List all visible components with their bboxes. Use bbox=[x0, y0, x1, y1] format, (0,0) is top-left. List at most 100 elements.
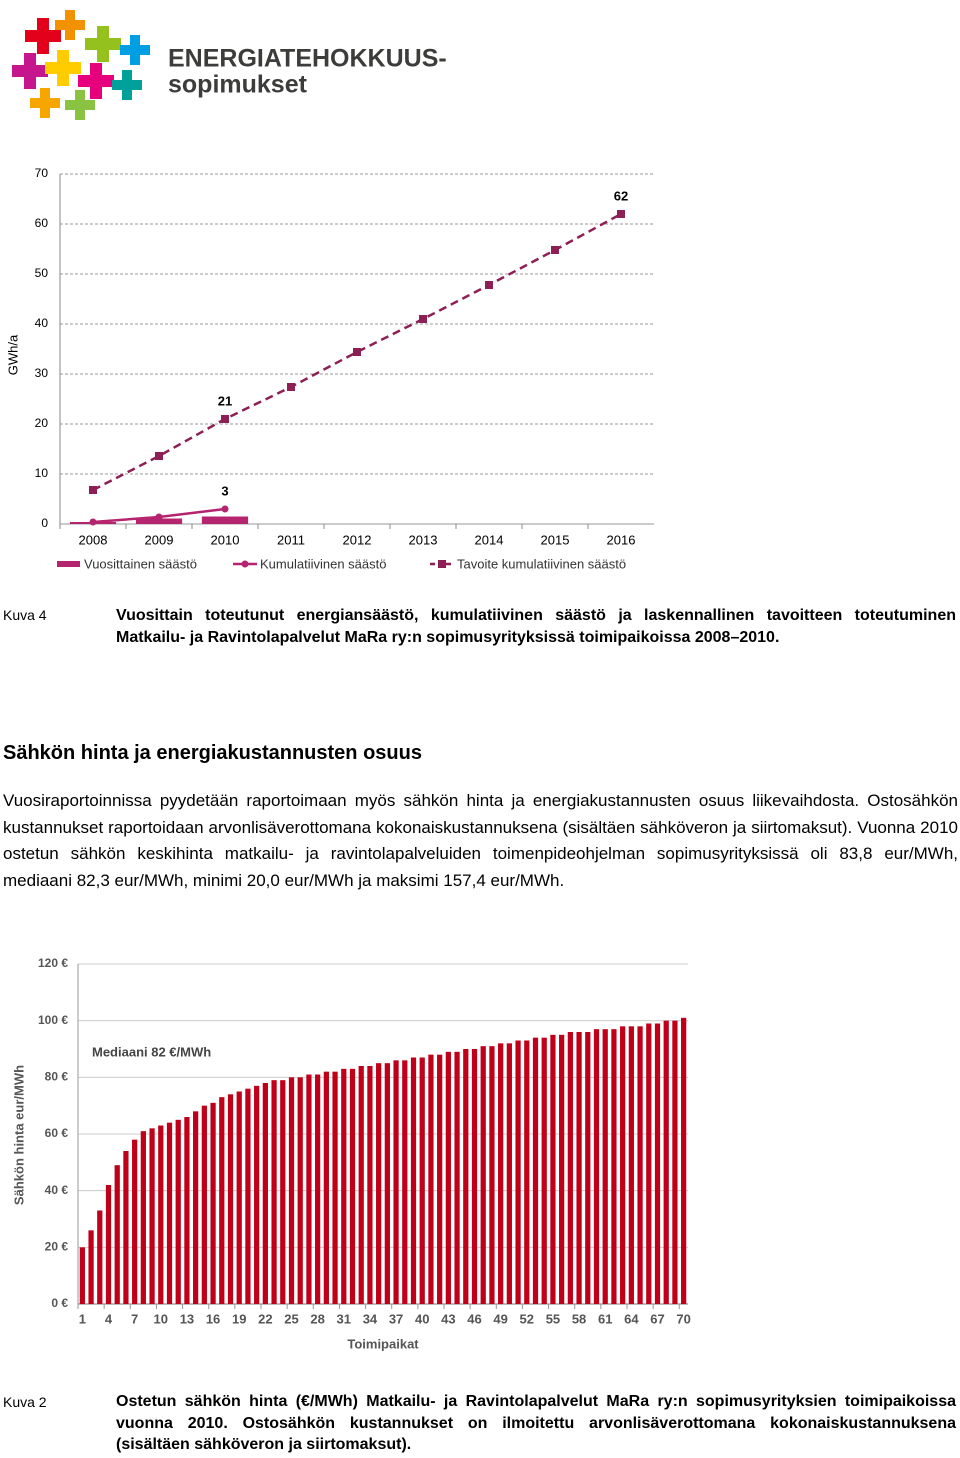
data-label: 21 bbox=[218, 393, 232, 408]
bar bbox=[663, 1020, 669, 1304]
data-label: 62 bbox=[614, 188, 628, 203]
bar bbox=[140, 1131, 146, 1304]
bar bbox=[349, 1068, 356, 1304]
bar bbox=[201, 516, 249, 524]
legend-marker bbox=[438, 560, 446, 568]
marker bbox=[353, 348, 361, 356]
bar bbox=[419, 1057, 425, 1304]
x-tick-label: 10 bbox=[154, 1311, 168, 1326]
bar bbox=[271, 1080, 277, 1304]
y-tick-label: 10 bbox=[35, 466, 49, 480]
bar bbox=[245, 1088, 251, 1304]
x-axis-label: Toimipaikat bbox=[347, 1336, 419, 1351]
bar bbox=[532, 1037, 539, 1304]
bar bbox=[576, 1032, 582, 1304]
bar bbox=[471, 1049, 478, 1304]
bar bbox=[236, 1091, 242, 1304]
logo-line2: sopimukset bbox=[168, 71, 308, 99]
bar bbox=[585, 1032, 591, 1304]
bar bbox=[672, 1020, 678, 1304]
x-tick-label: 13 bbox=[180, 1311, 194, 1326]
x-tick-label: 34 bbox=[363, 1311, 378, 1326]
bar bbox=[593, 1029, 600, 1304]
bar bbox=[193, 1111, 199, 1304]
x-tick-label: 19 bbox=[232, 1311, 246, 1326]
x-tick-label: 31 bbox=[337, 1311, 351, 1326]
bar bbox=[454, 1051, 460, 1304]
x-tick-label: 2013 bbox=[409, 532, 438, 547]
bar bbox=[184, 1117, 190, 1304]
x-tick-label: 2010 bbox=[211, 532, 240, 547]
bar bbox=[611, 1029, 617, 1304]
x-tick-label: 25 bbox=[284, 1311, 298, 1326]
x-tick-label: 43 bbox=[441, 1311, 455, 1326]
marker bbox=[155, 452, 163, 460]
bar bbox=[166, 1122, 173, 1304]
bar bbox=[628, 1026, 634, 1304]
bar bbox=[306, 1074, 312, 1304]
bar bbox=[437, 1054, 443, 1304]
x-tick-label: 2008 bbox=[79, 532, 108, 547]
bar bbox=[97, 1210, 103, 1304]
bar bbox=[123, 1151, 129, 1304]
caption-text: Ostetun sähkön hinta (€/MWh) Matkailu- j… bbox=[116, 1393, 956, 1453]
y-tick-label: 20 bbox=[35, 416, 49, 430]
caption-label: Kuva 4 bbox=[3, 607, 47, 623]
y-axis-label: Sähkön hinta eur/MWh bbox=[11, 1065, 26, 1205]
x-tick-label: 55 bbox=[546, 1311, 560, 1326]
bar bbox=[541, 1037, 547, 1304]
x-tick-label: 52 bbox=[520, 1311, 534, 1326]
marker bbox=[155, 513, 163, 521]
y-tick-label: 60 € bbox=[45, 1126, 69, 1140]
bar bbox=[210, 1102, 216, 1304]
bar bbox=[262, 1083, 268, 1304]
x-tick-label: 37 bbox=[389, 1311, 403, 1326]
legend-swatch bbox=[57, 561, 80, 567]
bar bbox=[367, 1066, 373, 1304]
legend-label: Tavoite kumulatiivinen säästö bbox=[457, 556, 626, 571]
x-tick-label: 2012 bbox=[343, 532, 372, 547]
bar bbox=[646, 1023, 652, 1304]
bar bbox=[315, 1074, 321, 1304]
bar bbox=[559, 1034, 565, 1304]
x-tick-label: 1 bbox=[79, 1311, 86, 1326]
x-tick-label: 2015 bbox=[541, 532, 570, 547]
bar bbox=[445, 1051, 451, 1304]
bar bbox=[506, 1043, 512, 1304]
x-tick-label: 70 bbox=[676, 1311, 690, 1326]
bar bbox=[79, 1247, 85, 1304]
marker bbox=[287, 383, 295, 391]
logo-line1: ENERGIATEHOKKUUS- bbox=[168, 45, 447, 73]
legend-marker bbox=[241, 560, 249, 568]
marker bbox=[551, 246, 559, 254]
bar bbox=[280, 1080, 286, 1304]
bar bbox=[489, 1046, 495, 1304]
x-tick-label: 49 bbox=[493, 1311, 507, 1326]
caption-text: Vuosittain toteutunut energiansäästö, ku… bbox=[116, 607, 956, 646]
x-tick-label: 22 bbox=[258, 1311, 272, 1326]
y-tick-label: 30 bbox=[35, 366, 49, 380]
annotation: Mediaani 82 €/MWh bbox=[92, 1044, 211, 1059]
bar bbox=[480, 1046, 486, 1304]
section-paragraph: Vuosiraportoinnissa pyydetään raportoima… bbox=[3, 791, 958, 890]
y-tick-label: 0 bbox=[41, 516, 48, 530]
bar bbox=[550, 1034, 556, 1304]
bar bbox=[384, 1063, 390, 1304]
data-label: 3 bbox=[221, 483, 228, 498]
bar bbox=[393, 1060, 399, 1304]
y-tick-label: 20 € bbox=[45, 1240, 69, 1254]
marker bbox=[89, 518, 97, 526]
y-tick-label: 60 bbox=[35, 216, 49, 230]
x-tick-label: 28 bbox=[310, 1311, 324, 1326]
bar bbox=[105, 1185, 112, 1304]
y-tick-label: 50 bbox=[35, 266, 49, 280]
chart-2: 0 € 20 € 40 € 60 € 80 € 100 € 120 € 1 4 7 10 13 16 19… bbox=[11, 956, 690, 1351]
line bbox=[92, 212, 622, 492]
bar bbox=[288, 1077, 295, 1304]
x-tick-label: 58 bbox=[572, 1311, 586, 1326]
section-heading: Sähkön hinta ja energiakustannusten osuu… bbox=[3, 742, 422, 764]
y-tick-label: 40 € bbox=[45, 1183, 69, 1197]
bar bbox=[114, 1165, 120, 1304]
x-tick-label: 40 bbox=[415, 1311, 429, 1326]
